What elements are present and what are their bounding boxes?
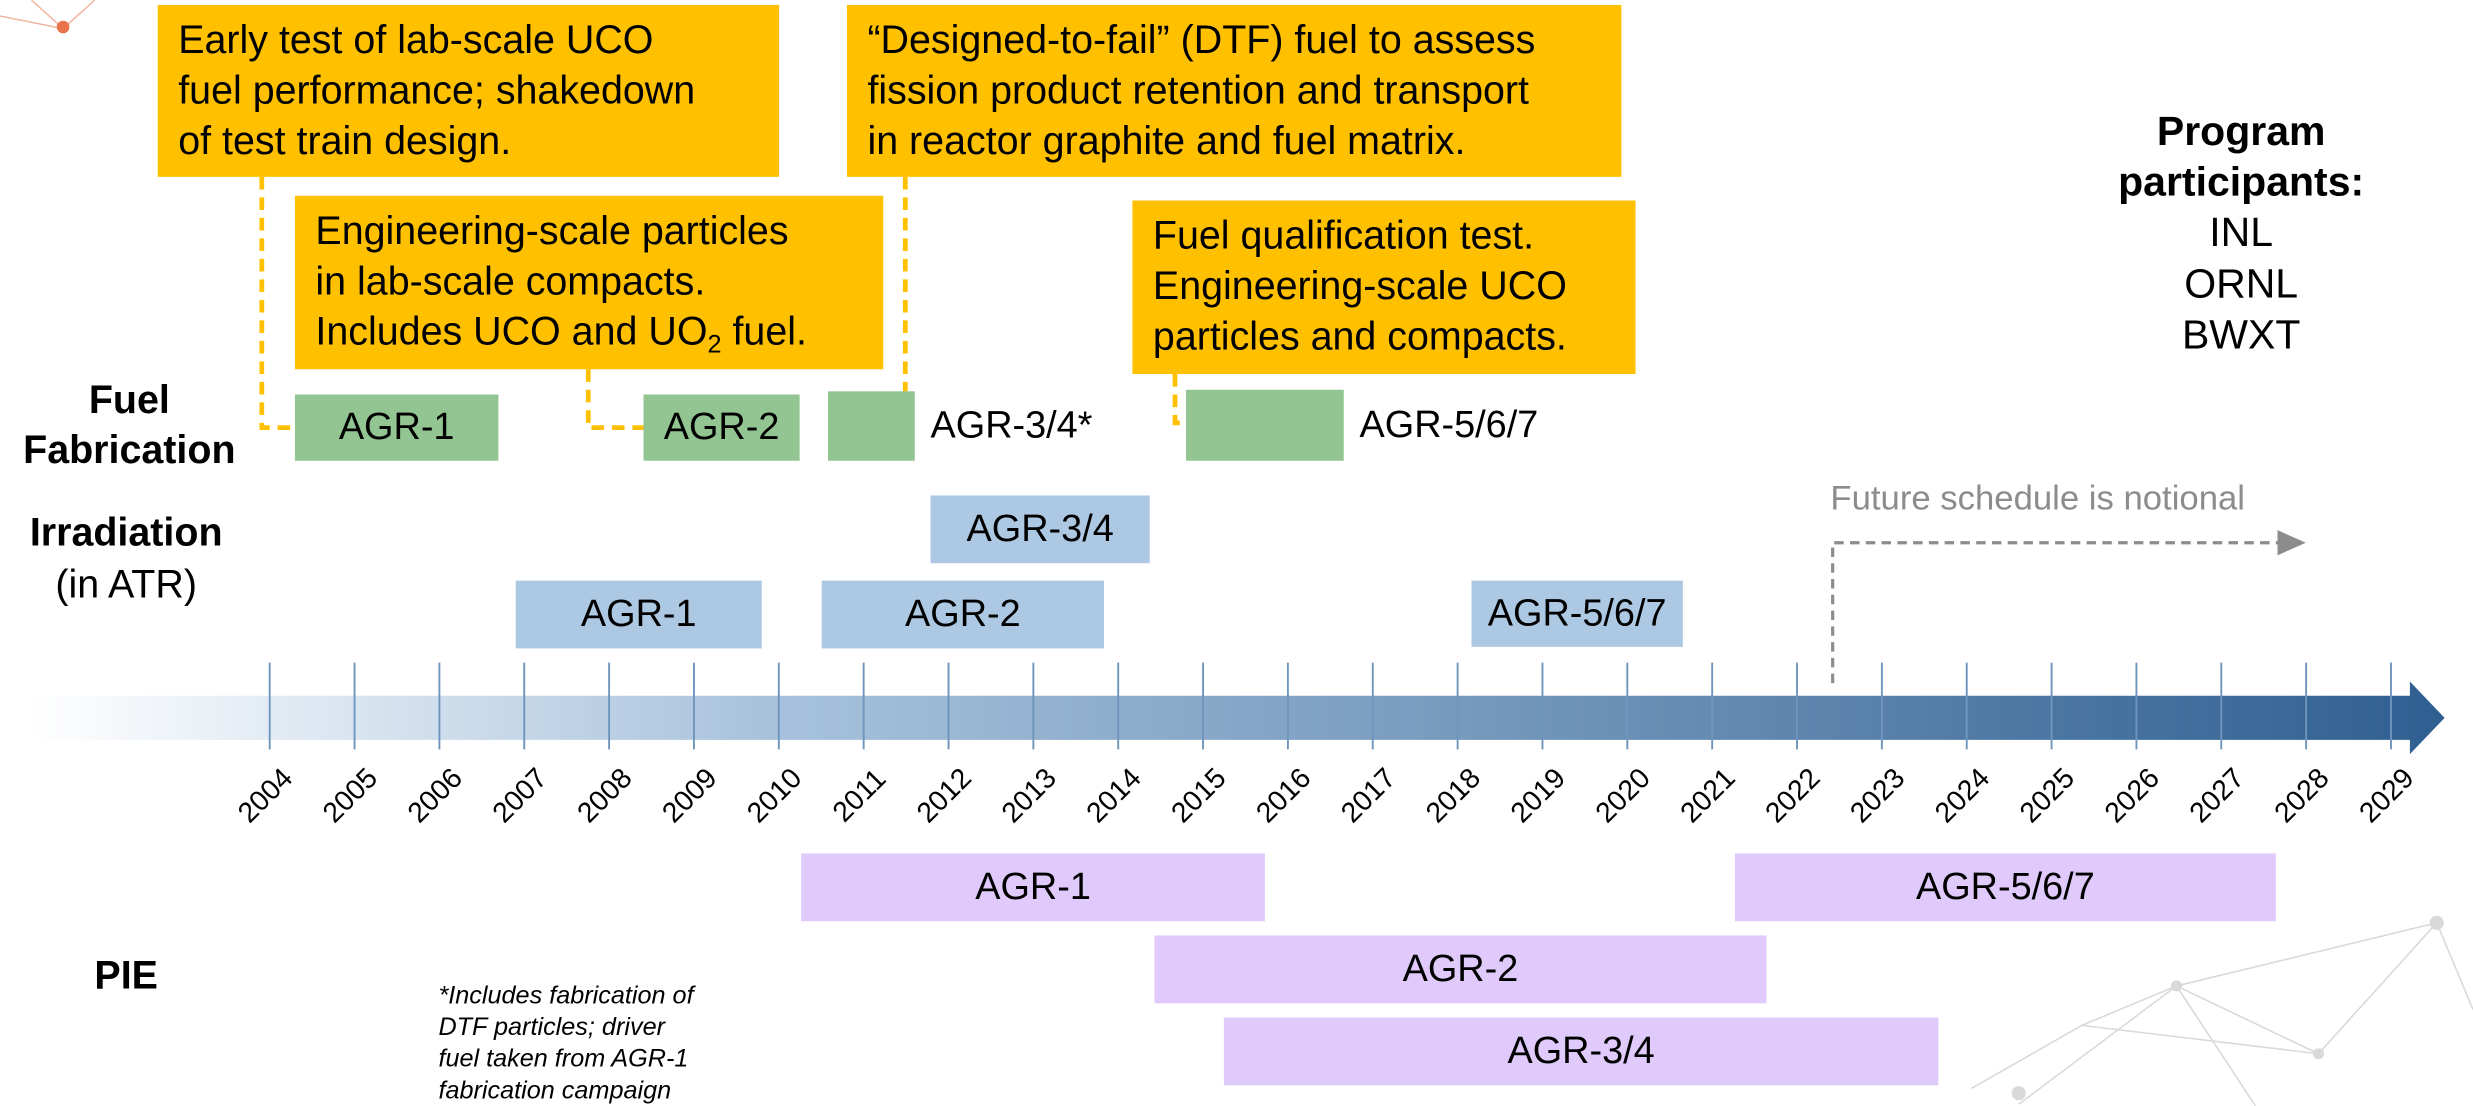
footnote: fabrication campaign <box>438 1076 671 1104</box>
row-label: PIE <box>94 953 158 997</box>
callout-text: Engineering-scale particles <box>315 209 788 253</box>
year-label: 2011 <box>827 763 893 829</box>
callout-text: “Designed-to-fail” (DTF) fuel to assess <box>867 18 1535 62</box>
schedule-note: Future schedule is notional <box>1830 479 2245 517</box>
year-label: 2020 <box>1589 762 1656 829</box>
callout-text: Engineering-scale UCO <box>1153 264 1567 308</box>
fuel_fabrication-label: AGR-1 <box>339 406 455 448</box>
year-label: 2018 <box>1420 762 1487 829</box>
callout-subscript: 2 <box>707 330 721 358</box>
pie-label: AGR-1 <box>975 866 1091 908</box>
year-label: 2012 <box>911 762 978 829</box>
callout-text: in reactor graphite and fuel matrix. <box>867 119 1465 163</box>
callout-text: of test train design. <box>178 119 511 163</box>
participants-title: Program <box>2157 108 2326 154</box>
pie-label: AGR-3/4 <box>1508 1030 1655 1072</box>
pie-label: AGR-5/6/7 <box>1916 866 2095 908</box>
callout-text: Fuel qualification test. <box>1153 214 1534 258</box>
year-label: 2029 <box>2353 762 2420 829</box>
year-label: 2024 <box>1929 762 1996 829</box>
year-label: 2008 <box>571 762 638 829</box>
year-label: 2027 <box>2183 762 2250 829</box>
row-label: Irradiation <box>30 510 223 554</box>
year-label: 2016 <box>1250 762 1317 829</box>
year-label: 2022 <box>1759 762 1826 829</box>
fuel_fabrication-bar <box>1186 390 1344 461</box>
timeline-diagram: 2004 2005 2006 2007 2008 2009 2010 2011 2012 2013… <box>0 0 2473 1106</box>
irradiation-label: AGR-5/6/7 <box>1488 592 1667 634</box>
year-label: 2023 <box>1844 762 1911 829</box>
footnote: fuel taken from AGR-1 <box>438 1045 688 1073</box>
participants-title: participants: <box>2118 159 2364 205</box>
year-label: 2015 <box>1165 762 1232 829</box>
fuel_fabrication-label: AGR-5/6/7 <box>1360 404 1539 446</box>
callout-text: fission product retention and transport <box>867 69 1529 113</box>
year-label: 2021 <box>1674 762 1741 829</box>
fuel_fabrication-bar <box>828 391 915 460</box>
participant-name: BWXT <box>2182 312 2300 358</box>
year-label: 2019 <box>1505 762 1572 829</box>
notional-arrow <box>1833 543 2303 683</box>
callout-text: fuel performance; shakedown <box>178 69 695 113</box>
year-label: 2014 <box>1080 762 1147 829</box>
callout-text: particles and compacts. <box>1153 315 1567 359</box>
year-label: 2007 <box>486 762 553 829</box>
irradiation-label: AGR-2 <box>905 593 1021 635</box>
footnote: DTF particles; driver <box>438 1013 666 1041</box>
participant-name: ORNL <box>2184 260 2298 306</box>
year-label: 2009 <box>656 762 723 829</box>
callout-text: Early test of lab-scale UCO <box>178 18 653 62</box>
year-label: 2006 <box>402 762 469 829</box>
year-label: 2026 <box>2099 762 2166 829</box>
irradiation-label: AGR-1 <box>581 593 697 635</box>
timeline-arrow <box>32 682 2445 755</box>
year-label: 2025 <box>2014 762 2081 829</box>
participant-name: INL <box>2209 209 2273 255</box>
year-label: 2004 <box>232 762 299 829</box>
callout-text: Includes UCO and UO2 fuel. <box>315 310 807 358</box>
pie-label: AGR-2 <box>1403 948 1519 990</box>
callout-text-part: Includes UCO and UO <box>315 310 707 354</box>
callout-text-part: fuel. <box>722 310 807 354</box>
fuel_fabrication-label: AGR-3/4* <box>931 405 1093 447</box>
fuel_fabrication-label: AGR-2 <box>664 406 780 448</box>
callout-text: in lab-scale compacts. <box>315 259 705 303</box>
row-sublabel: (in ATR) <box>55 562 197 606</box>
row-label: Fabrication <box>23 428 235 472</box>
year-label: 2005 <box>317 762 384 829</box>
year-label: 2010 <box>741 762 808 829</box>
footnote: *Includes fabrication of <box>438 982 696 1010</box>
page: { "fuel_fabrication": {"label_lines": ["… <box>0 0 2473 1106</box>
row-label: Fuel <box>89 378 170 422</box>
year-label: 2017 <box>1335 762 1402 829</box>
year-label: 2028 <box>2268 762 2335 829</box>
year-label: 2013 <box>996 762 1063 829</box>
irradiation-label: AGR-3/4 <box>967 508 1114 550</box>
